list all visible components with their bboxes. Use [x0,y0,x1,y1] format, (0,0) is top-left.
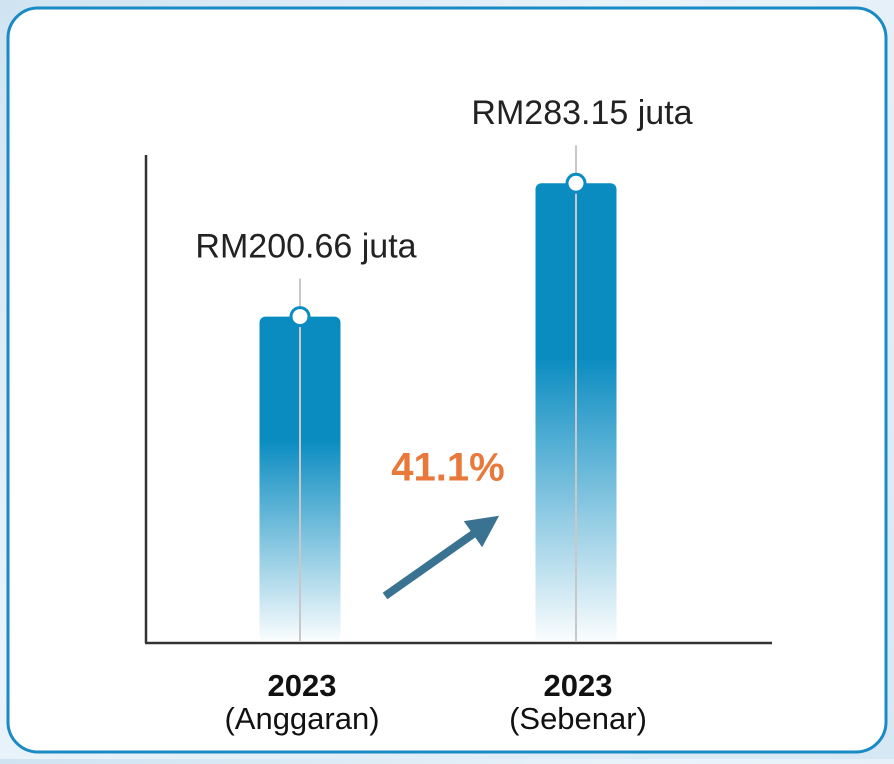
x-tick-note: (Anggaran) [224,701,379,736]
x-tick-label: 2023 [268,668,337,703]
bar-marker [289,306,311,328]
arrow [382,515,500,600]
value-label: RM200.66 juta [195,228,416,266]
panel [6,6,888,754]
annotation: 41.1% [391,446,504,490]
x-tick-note: (Sebenar) [509,701,647,736]
bar-marker [565,172,587,194]
x-tick-label: 2023 [544,668,613,703]
value-label: RM283.15 juta [471,94,692,132]
